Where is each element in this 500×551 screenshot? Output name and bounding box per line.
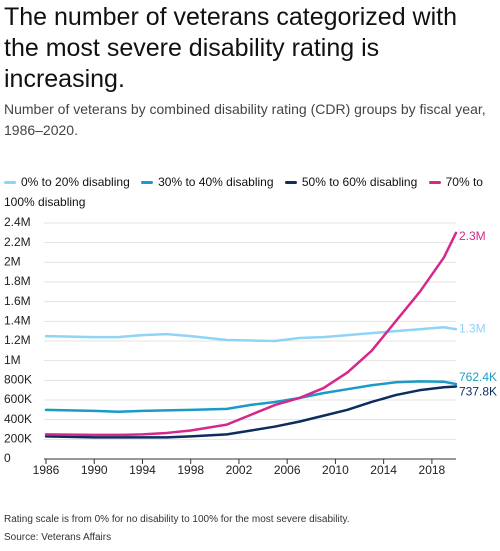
x-tick-label: 2010 xyxy=(322,463,349,477)
legend-label: 70% to 100% disabling xyxy=(4,175,483,209)
y-tick-label: 1.6M xyxy=(4,294,31,308)
x-tick-label: 2014 xyxy=(370,463,397,477)
source: Source: Veterans Affairs xyxy=(4,532,112,543)
y-tick-label: 400K xyxy=(4,412,32,426)
legend-swatch xyxy=(284,181,297,185)
series-line xyxy=(44,231,458,437)
x-tick-label: 1998 xyxy=(177,463,204,477)
y-tick-label: 1.2M xyxy=(4,333,31,347)
end-label: 737.8K xyxy=(459,385,497,399)
series-line xyxy=(44,385,458,439)
x-tick-label: 1994 xyxy=(129,463,156,477)
legend-item: 50% to 60% disabling xyxy=(284,175,418,189)
footnote: Rating scale is from 0% for no disabilit… xyxy=(4,514,350,525)
chart-title: The number of veterans categorized with … xyxy=(4,3,458,93)
series-line xyxy=(44,380,458,414)
legend-swatch xyxy=(141,181,154,185)
y-tick-label: 2.2M xyxy=(4,235,31,249)
y-tick-label: 2M xyxy=(4,255,21,269)
y-tick-label: 600K xyxy=(4,392,32,406)
x-tick-label: 1990 xyxy=(81,463,108,477)
y-tick-label: 0 xyxy=(4,451,11,465)
legend-label: 0% to 20% disabling xyxy=(21,175,130,189)
legend-item: 0% to 20% disabling xyxy=(4,175,130,189)
end-label: 1.3M xyxy=(459,321,486,335)
chart-subtitle: Number of veterans by combined disabilit… xyxy=(4,101,486,138)
y-tick-label: 1.8M xyxy=(4,274,31,288)
x-tick-label: 2018 xyxy=(419,463,446,477)
series-line xyxy=(44,325,458,343)
y-tick-label: 1M xyxy=(4,353,21,367)
chart: 0 200K 400K 600K 800K 1M 1.2M 1.4M 1.6M 1.8M 2M 2.2… xyxy=(4,215,497,477)
legend-item: 30% to 40% disabling xyxy=(141,175,274,189)
x-tick-label: 2006 xyxy=(274,463,301,477)
end-label: 2.3M xyxy=(459,229,486,243)
legend-swatch xyxy=(428,181,441,185)
legend-swatch xyxy=(4,181,16,185)
y-tick-label: 2.4M xyxy=(4,215,31,229)
legend-item: 70% to 100% disabling xyxy=(4,175,483,209)
legend: 0% to 20% disabling 30% to 40% disabling… xyxy=(4,172,484,212)
x-tick-label: 1986 xyxy=(33,463,60,477)
y-tick-label: 200K xyxy=(4,432,32,446)
y-tick-label: 1.4M xyxy=(4,314,31,328)
end-label: 762.4K xyxy=(459,370,497,384)
y-tick-label: 800K xyxy=(4,373,32,387)
legend-label: 50% to 60% disabling xyxy=(301,175,418,189)
legend-label: 30% to 40% disabling xyxy=(158,175,274,189)
x-tick-label: 2002 xyxy=(226,463,253,477)
